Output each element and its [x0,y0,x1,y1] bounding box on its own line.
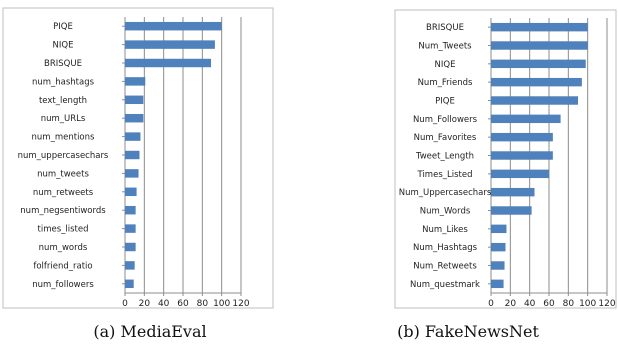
chart-mediaeval: 0 20 40 60 80 100 120 PIQE NIQE BRISQUE num_hashta… [2,7,274,309]
category-label: num_mentions [32,133,95,143]
bar-num-retweets [125,187,137,197]
category-label: NIQE [53,41,74,51]
category-label: text_length [39,96,87,106]
category-label: Times_Listed [417,170,473,180]
x-tick-label: 60 [543,299,555,309]
x-tick-label: 100 [579,299,596,309]
category-label: Tweet_Length [415,152,474,162]
bar-num-favorites [491,132,553,142]
bar-num-urls [125,113,144,123]
category-label: num_retweets [33,188,94,198]
bar-folfriend-ratio [125,261,135,270]
x-tick-label: 120 [232,299,249,309]
category-label: Num_Followers [413,115,478,125]
category-label: Num_Likes [422,225,468,235]
bar-brisque [125,58,212,68]
category-label: Num_Favorites [414,133,477,143]
bar-num-followers [125,279,134,289]
category-label: BRISQUE [44,59,82,69]
x-tick-label: 40 [524,299,536,309]
bar-num-uppercasechars [125,150,140,160]
caption-fakenewsnet: (b) FakeNewsNet [397,322,539,341]
bar-num-tweets [491,41,588,50]
category-label: PIQE [435,97,455,107]
x-tick-label: 120 [598,299,615,309]
category-label: num_tweets [37,169,89,179]
bar-num-likes [491,224,507,234]
category-label: Num_questmark [410,280,480,290]
bar-times-listed [125,224,136,233]
x-tick-label: 80 [563,299,575,309]
category-label: Num_Tweets [418,42,472,52]
category-label: times_listed [38,225,89,235]
x-tick-label: 20 [505,299,517,309]
chart-panel-mediaeval: 0 20 40 60 80 100 120 PIQE NIQE BRISQUE num_hashta… [0,0,300,346]
bar-num-friends [491,77,582,87]
x-tick-label: 80 [197,299,209,309]
category-label: num_followers [32,280,94,290]
category-label: num_URLs [41,114,86,124]
bar-niqe [125,40,215,49]
category-label: num_uppercasechars [18,151,109,161]
x-tick-label: 0 [122,299,128,309]
bar-num-hashtags [491,242,506,252]
x-tick-label: 40 [158,299,170,309]
category-label: PIQE [53,22,73,32]
chart-fakenewsnet: 0 20 40 60 80 100 120 BRISQUE Num_Tweets NIQE Num_… [394,9,617,309]
category-label: Num_Friends [418,78,473,88]
caption-mediaeval: (a) MediaEval [93,322,207,341]
bar-num-negsentiwords [125,205,136,215]
category-label: NIQE [435,60,456,70]
bar-times-listed [491,169,549,179]
bar-text-length [125,95,144,105]
bar-num-retweets [491,261,505,270]
category-label: Num_Retweets [413,262,477,272]
category-label: num_negsentiwords [20,206,106,216]
bar-num-hashtags [125,77,146,86]
x-tick-label: 0 [488,299,494,309]
category-label: num_words [39,243,88,253]
bar-niqe [491,59,586,69]
category-label: Num_Hashtags [413,243,478,253]
bar-num-tweets [125,169,139,178]
bar-tweet-length [491,151,553,160]
category-label: Num_Uppercasechars [399,188,492,198]
chart-panel-fakenewsnet: 0 20 40 60 80 100 120 BRISQUE Num_Tweets NIQE Num_… [318,0,618,346]
x-tick-label: 20 [139,299,151,309]
x-tick-label: 100 [213,299,230,309]
bar-brisque [491,22,588,32]
bar-num-words [491,206,532,215]
x-tick-label: 60 [177,299,189,309]
bar-num-mentions [125,132,141,141]
bar-piqe [491,96,578,105]
category-label: BRISQUE [426,23,464,33]
category-label: num_hashtags [32,77,95,87]
category-label: folfriend_ratio [33,261,92,271]
bar-num-followers [491,114,561,124]
bar-piqe [125,21,222,31]
bar-num-words [125,242,136,252]
bar-num-questmark [491,279,504,289]
category-label: Num_Words [420,207,471,217]
bar-num-uppercasechars [491,187,535,197]
